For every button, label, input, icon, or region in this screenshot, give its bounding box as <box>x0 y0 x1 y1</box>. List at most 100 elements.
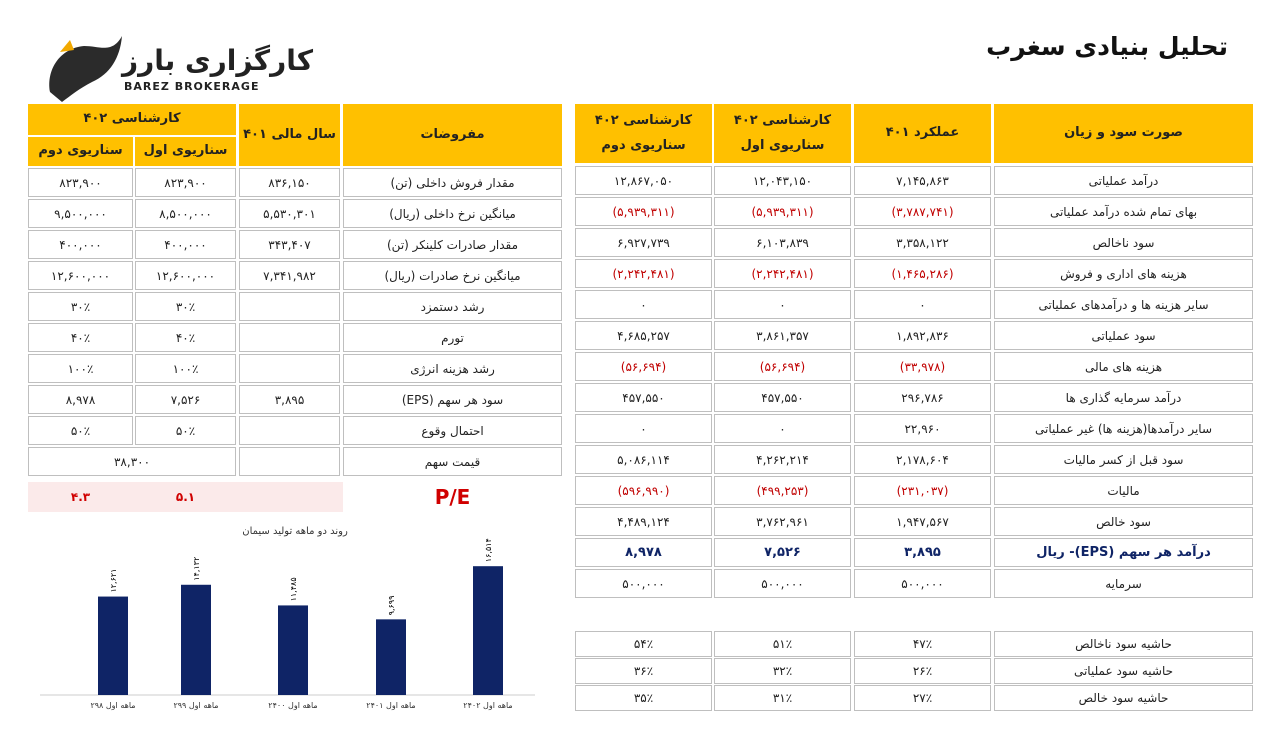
pe-row-bg <box>28 482 343 512</box>
value-cell: ۳۰٪ <box>135 292 236 321</box>
chart-title: روند دو ماهه تولید سیمان <box>242 526 348 537</box>
column-header: سناریوی دوم <box>28 137 133 166</box>
column-header: مفروضات <box>343 104 562 166</box>
row-label: درآمد عملیاتی <box>994 166 1253 195</box>
row-label: حاشیه سود عملیاتی <box>994 658 1253 684</box>
row-label: میانگین نرخ صادرات (ریال) <box>343 261 562 290</box>
value-cell: ۷,۱۴۵,۸۶۳ <box>854 166 991 195</box>
pe-value: ۴.۳ <box>70 490 91 504</box>
row-label: سود قبل از کسر مالیات <box>994 445 1253 474</box>
header-line: سناریوی دوم <box>601 137 686 153</box>
value-cell: ۲۲,۹۶۰ <box>854 414 991 443</box>
value-cell: (۲,۲۴۲,۴۸۱) <box>714 259 851 288</box>
value-cell: ۳,۷۶۲,۹۶۱ <box>714 507 851 536</box>
value-cell: ۹,۵۰۰,۰۰۰ <box>28 199 133 228</box>
value-cell: ۶,۱۰۳,۸۳۹ <box>714 228 851 257</box>
value-cell: ۵۰٪ <box>135 416 236 445</box>
value-cell: ۲,۱۷۸,۶۰۴ <box>854 445 991 474</box>
value-cell: ۴۵۷,۵۵۰ <box>575 383 712 412</box>
value-cell: ۷,۳۴۱,۹۸۲ <box>239 261 340 290</box>
value-cell: ۰ <box>575 290 712 319</box>
value-cell: ۱۲,۶۰۰,۰۰۰ <box>28 261 133 290</box>
value-cell <box>239 292 340 321</box>
value-cell: ۵۰۰,۰۰۰ <box>714 569 851 598</box>
value-cell: ۸,۹۷۸ <box>28 385 133 414</box>
row-label: هزینه های اداری و فروش <box>994 259 1253 288</box>
column-header: صورت سود و زیان <box>994 104 1253 163</box>
value-cell <box>239 323 340 352</box>
value-cell: ۴۵۷,۵۵۰ <box>714 383 851 412</box>
value-cell: (۵,۹۳۹,۳۱۱) <box>714 197 851 226</box>
bar <box>98 596 128 695</box>
bar <box>278 605 308 695</box>
value-cell: ۲۶٪ <box>854 658 991 684</box>
value-cell: ۴۰۰,۰۰۰ <box>28 230 133 259</box>
value-cell: ۰ <box>575 414 712 443</box>
column-header: کارشناسی ۴۰۲ سناریوی اول <box>714 104 851 163</box>
value-cell: (۳,۷۸۷,۷۴۱) <box>854 197 991 226</box>
row-label: قیمت سهم <box>343 447 562 476</box>
value-cell: ۱,۹۴۷,۵۶۷ <box>854 507 991 536</box>
bar <box>181 584 211 695</box>
header-line: سناریوی اول <box>740 137 825 153</box>
value-label: ۹,۶۹۹ <box>387 596 396 616</box>
value-cell: ۴,۲۶۲,۲۱۴ <box>714 445 851 474</box>
value-cell: ۴۷٪ <box>854 631 991 657</box>
row-label: سایر درآمدها(هزینه ها) غیر عملیاتی <box>994 414 1253 443</box>
value-cell: ۱۰۰٪ <box>135 354 236 383</box>
x-tick-label: ۲ماهه اول ۴۰۲ <box>463 701 512 710</box>
row-label: درآمد هر سهم (EPS)- ریال <box>994 538 1253 567</box>
column-header: کارشناسی ۴۰۲ سناریوی دوم <box>575 104 712 163</box>
row-label: مالیات <box>994 476 1253 505</box>
row-label: بهای تمام شده درآمد عملیاتی <box>994 197 1253 226</box>
row-label: احتمال وقوع <box>343 416 562 445</box>
value-cell <box>239 354 340 383</box>
row-label: مقدار فروش داخلی (تن) <box>343 168 562 197</box>
value-cell: ۵۰۰,۰۰۰ <box>575 569 712 598</box>
value-cell: ۵۴٪ <box>575 631 712 657</box>
value-label: ۱۲,۶۲۱ <box>109 569 118 593</box>
value-cell: ۳,۳۵۸,۱۲۲ <box>854 228 991 257</box>
row-label: مقدار صادرات کلینکر (تن) <box>343 230 562 259</box>
row-label: درآمد سرمایه گذاری ها <box>994 383 1253 412</box>
value-cell: (۲۳۱,۰۳۷) <box>854 476 991 505</box>
row-label: حاشیه سود خالص <box>994 685 1253 711</box>
value-cell: (۵۶,۶۹۴) <box>714 352 851 381</box>
value-cell: ۴۰۰,۰۰۰ <box>135 230 236 259</box>
bar <box>473 566 503 695</box>
value-cell: ۸۲۳,۹۰۰ <box>135 168 236 197</box>
value-cell: ۳۰٪ <box>28 292 133 321</box>
value-cell: ۳,۸۶۱,۳۵۷ <box>714 321 851 350</box>
value-cell: ۴,۶۸۵,۲۵۷ <box>575 321 712 350</box>
value-cell: ۸۲۳,۹۰۰ <box>28 168 133 197</box>
row-label: حاشیه سود ناخالص <box>994 631 1253 657</box>
value-cell: ۴۰٪ <box>28 323 133 352</box>
value-cell: ۴۰٪ <box>135 323 236 352</box>
value-cell: ۱۲,۰۴۳,۱۵۰ <box>714 166 851 195</box>
row-label: سود عملیاتی <box>994 321 1253 350</box>
row-label: تورم <box>343 323 562 352</box>
pe-label: P/E <box>434 485 471 509</box>
value-cell: ۳,۸۹۵ <box>239 385 340 414</box>
column-header: سال مالی ۴۰۱ <box>239 104 340 166</box>
value-cell <box>239 416 340 445</box>
value-cell: (۴۹۹,۲۵۳) <box>714 476 851 505</box>
row-label: سود هر سهم (EPS) <box>343 385 562 414</box>
value-cell <box>239 447 340 476</box>
value-cell: ۵۰٪ <box>28 416 133 445</box>
logo-mark <box>49 36 122 102</box>
row-label: هزینه های مالی <box>994 352 1253 381</box>
value-cell: ۳۲٪ <box>714 658 851 684</box>
value-cell: (۳۳,۹۷۸) <box>854 352 991 381</box>
x-tick-label: ۲ماهه اول ۴۰۱ <box>366 701 415 710</box>
value-cell: ۰ <box>854 290 991 319</box>
value-label: ۱۶,۵۱۴ <box>484 538 493 562</box>
value-cell: (۱,۴۶۵,۲۸۶) <box>854 259 991 288</box>
value-label: ۱۴,۱۳۲ <box>192 557 201 581</box>
pe-value: ۵.۱ <box>175 490 196 504</box>
value-cell: ۳۶٪ <box>575 658 712 684</box>
row-label: رشد دستمزد <box>343 292 562 321</box>
value-cell: (۵۶,۶۹۴) <box>575 352 712 381</box>
